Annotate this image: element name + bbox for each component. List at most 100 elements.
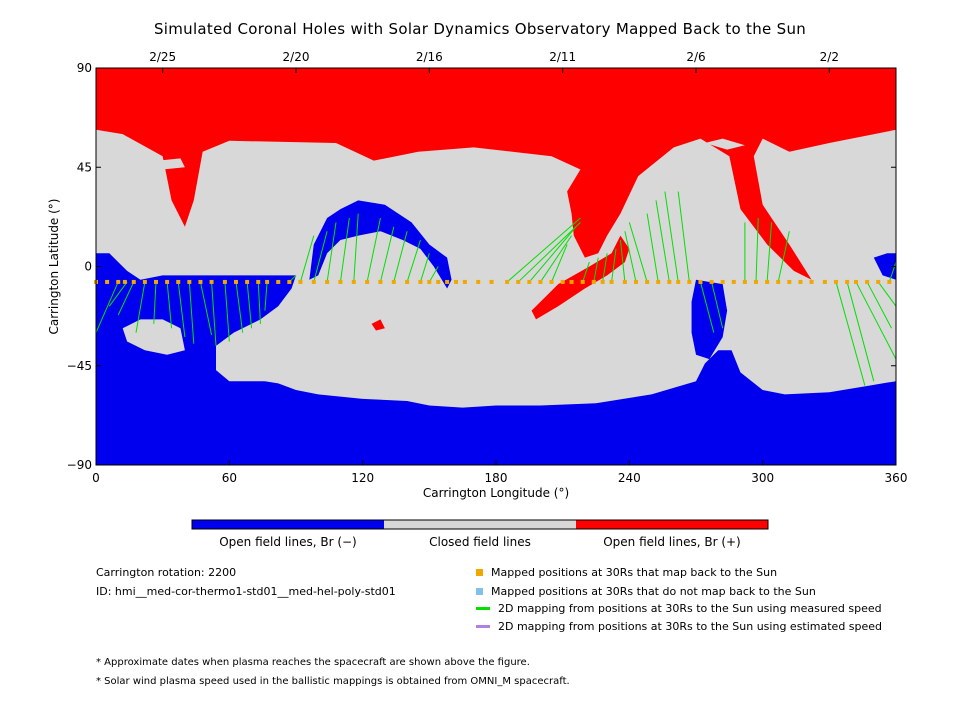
mapped-point (798, 279, 803, 284)
date-tick-label: 2/20 (283, 50, 310, 64)
legend-estimated-label: 2D mapping from positions at 30Rs to the… (498, 620, 883, 633)
mapping-line-measured (866, 281, 892, 329)
mapping-line-measured (211, 281, 217, 346)
mapping-line-measured (664, 191, 679, 283)
axis-layer: 0 60 120 180 240 300 360 90 45 0 −45 −90 2/25 2/20 2/1… (47, 50, 907, 500)
model-id: ID: hmi__med-cor-thermo1-std01__med-hel-… (96, 585, 396, 598)
mapping-line-measured (506, 217, 581, 283)
mapped-point (676, 279, 681, 284)
mapping-line-measured (540, 235, 572, 283)
y-axis-label: Carrington Latitude (°) (47, 199, 61, 335)
date-tick-label: 2/25 (149, 50, 176, 64)
y-tick-label: −45 (67, 359, 92, 373)
mapped-point (234, 279, 238, 284)
mapped-point-layer (94, 279, 892, 284)
mapping-line-measured (117, 281, 135, 316)
mapped-point (667, 279, 672, 284)
colorbar-segment (192, 520, 384, 529)
mapped-point (854, 279, 858, 284)
mapping-line-measured (835, 281, 866, 386)
region-layer (96, 68, 896, 465)
mapped-point (365, 279, 370, 284)
mapped-point (720, 279, 725, 284)
date-tick-label: 2/16 (416, 50, 443, 64)
mapped-point (378, 279, 383, 284)
mapping-line-measured (877, 281, 897, 307)
region-hook-hole (691, 279, 728, 360)
mapped-point (176, 279, 181, 284)
mapping-line-measured (646, 213, 659, 283)
mapping-line-measured (624, 231, 637, 283)
mapped-point (222, 279, 227, 284)
y-tick-label: 45 (77, 160, 92, 174)
mapped-point (187, 279, 192, 284)
mapped-point (122, 279, 127, 284)
mapped-point (698, 279, 703, 284)
mapped-point (834, 279, 838, 284)
region-closed-island-sw (122, 319, 185, 355)
mapped-point (418, 279, 423, 284)
mapped-point (709, 279, 714, 284)
x-tick-label: 360 (885, 471, 908, 485)
colorbar-segment (384, 520, 576, 529)
mapping-line-measured (528, 226, 577, 283)
y-tick-label: 90 (77, 61, 92, 75)
y-tick-label: −90 (67, 458, 92, 472)
mapped-point (580, 279, 585, 284)
mapping-line-measured (339, 217, 350, 283)
mapped-point (131, 279, 136, 284)
mapped-point (538, 279, 543, 284)
mapped-point (454, 279, 458, 284)
x-tick-label: 180 (485, 471, 508, 485)
mapped-point (105, 279, 110, 284)
mapped-point (256, 279, 261, 284)
mapping-line-measured (224, 281, 230, 342)
mapped-point (560, 279, 565, 284)
legend-measured-label: 2D mapping from positions at 30Rs to the… (498, 602, 882, 615)
note-dates: * Approximate dates when plasma reaches … (96, 657, 530, 668)
unmapped-swatch-icon (476, 588, 483, 595)
x-tick-label: 240 (618, 471, 641, 485)
region-south-region (96, 253, 896, 465)
mapping-line-measured (755, 217, 759, 282)
mapped-point (462, 279, 467, 284)
date-tick-label: 2/11 (549, 50, 576, 64)
mapping-line-measured (777, 231, 790, 283)
mapping-line-measured (406, 239, 421, 283)
y-tick-label: 0 (84, 260, 92, 274)
mapping-line-measured (188, 281, 195, 344)
mapped-point (591, 279, 596, 284)
mapped-point (609, 279, 614, 284)
legend-unmapped-label: Mapped positions at 30Rs that do not map… (491, 585, 816, 598)
mapped-point (656, 279, 661, 284)
x-tick-label: 120 (351, 471, 374, 485)
measured-line-swatch-icon (476, 607, 490, 610)
region-closed-island-ne (704, 138, 745, 150)
mapping-line-measured (313, 231, 328, 283)
mapped-point (516, 279, 521, 284)
mapping-line-measured (95, 281, 119, 333)
mapped-point (731, 279, 736, 284)
mapping-line-measured (257, 281, 261, 324)
mapping-line-measured (593, 257, 599, 283)
mapping-line-measured (699, 281, 715, 333)
mapped-point (427, 279, 432, 284)
date-tick-label: 2/2 (820, 50, 839, 64)
region-small-pos-island (371, 319, 385, 331)
mapped-point (489, 279, 494, 284)
legend-mapped: Mapped positions at 30Rs that map back t… (476, 566, 777, 579)
x-tick-label: 300 (751, 471, 774, 485)
colorbar-label-closed: Closed field lines (429, 535, 531, 549)
mapped-point (787, 279, 792, 284)
chart-title: Simulated Coronal Holes with Solar Dynam… (153, 20, 807, 38)
mapping-line-layer (95, 191, 897, 386)
estimated-line-swatch-icon (476, 625, 490, 628)
mapped-point (325, 279, 330, 284)
mapped-point (527, 279, 532, 284)
mapped-point (287, 279, 292, 284)
x-tick-label: 0 (92, 471, 100, 485)
mapped-point (845, 279, 850, 284)
mapping-line-measured (366, 217, 381, 283)
mapped-point (165, 279, 170, 284)
